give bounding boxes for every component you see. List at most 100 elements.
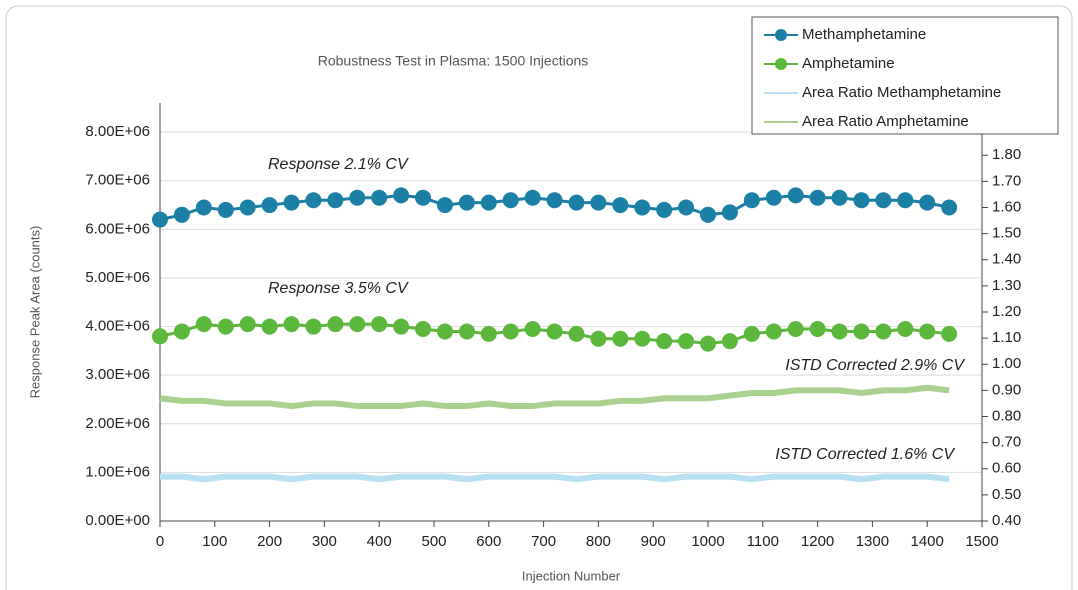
y-tick-label: 4.00E+06: [85, 318, 150, 335]
y2-tick-label: 1.30: [992, 277, 1021, 294]
y2-tick-label: 0.80: [992, 407, 1021, 424]
data-point: [327, 192, 344, 209]
data-point: [941, 325, 958, 342]
data-point: [743, 325, 760, 342]
data-point: [436, 323, 453, 340]
legend-label: Area Ratio Amphetamine: [802, 113, 969, 130]
data-point: [480, 194, 497, 211]
x-tick-label: 700: [531, 533, 556, 550]
data-point: [612, 197, 629, 214]
data-point: [546, 192, 563, 209]
data-point: [239, 316, 256, 333]
y2-tick-label: 0.40: [992, 512, 1021, 529]
data-point: [721, 333, 738, 350]
data-point: [349, 316, 366, 333]
data-point: [897, 192, 914, 209]
annotation: Response 3.5% CV: [268, 280, 409, 297]
y-tick-label: 1.00E+06: [85, 463, 150, 480]
y2-tick-label: 1.60: [992, 198, 1021, 215]
y-tick-label: 0.00E+00: [85, 512, 150, 529]
legend-label: Methamphetamine: [802, 26, 926, 43]
data-point: [283, 316, 300, 333]
data-point: [349, 189, 366, 206]
data-point: [546, 323, 563, 340]
data-point: [612, 330, 629, 347]
legend-label: Amphetamine: [802, 55, 895, 72]
y-tick-label: 7.00E+06: [85, 172, 150, 189]
data-point: [831, 189, 848, 206]
data-point: [217, 201, 234, 218]
data-point: [941, 199, 958, 216]
y2-tick-label: 1.20: [992, 303, 1021, 320]
legend-marker: [775, 58, 787, 70]
data-point: [919, 323, 936, 340]
data-point: [919, 194, 936, 211]
x-axis-label: Injection Number: [522, 568, 621, 583]
y2-tick-label: 1.00: [992, 355, 1021, 372]
data-point: [502, 192, 519, 209]
y2-tick-label: 0.70: [992, 434, 1021, 451]
data-point: [809, 189, 826, 206]
data-point: [700, 335, 716, 352]
data-point: [634, 330, 651, 347]
data-point: [458, 323, 475, 340]
y-tick-label: 3.00E+06: [85, 366, 150, 383]
data-point: [152, 328, 168, 345]
x-tick-label: 1200: [801, 533, 834, 550]
data-point: [239, 199, 256, 216]
data-point: [678, 333, 695, 350]
y2-tick-label: 0.60: [992, 460, 1021, 477]
x-tick-label: 1100: [747, 533, 779, 550]
y2-tick-label: 1.40: [992, 251, 1021, 268]
y2-tick-label: 0.90: [992, 381, 1021, 398]
annotation: ISTD Corrected 1.6% CV: [775, 446, 955, 463]
data-point: [853, 323, 870, 340]
data-point: [305, 192, 322, 209]
data-point: [502, 323, 519, 340]
x-tick-label: 0: [156, 533, 164, 550]
data-point: [721, 204, 738, 221]
x-tick-label: 300: [312, 533, 337, 550]
card: [5, 5, 1073, 590]
data-point: [656, 201, 673, 218]
data-point: [897, 321, 914, 338]
y2-tick-label: 1.50: [992, 225, 1021, 242]
data-point: [152, 211, 168, 228]
y-tick-label: 6.00E+06: [85, 220, 150, 237]
data-point: [436, 197, 453, 214]
data-point: [173, 206, 190, 223]
data-point: [195, 199, 212, 216]
data-point: [590, 194, 607, 211]
legend-box: [751, 16, 1059, 135]
data-point: [787, 321, 804, 338]
y-axis-label: Response Peak Area (counts): [27, 226, 42, 399]
data-point: [568, 194, 585, 211]
y-tick-label: 2.00E+06: [85, 415, 150, 432]
data-point: [678, 199, 695, 216]
data-point: [261, 318, 278, 335]
series-line: [159, 384, 950, 410]
x-tick-label: 400: [367, 533, 392, 550]
x-tick-label: 200: [257, 533, 282, 550]
annotation: ISTD Corrected 2.9% CV: [785, 357, 965, 374]
data-point: [283, 194, 300, 211]
data-point: [305, 318, 322, 335]
x-tick-label: 1000: [691, 533, 724, 550]
data-point: [195, 316, 212, 333]
data-point: [590, 330, 607, 347]
data-point: [393, 318, 410, 335]
y-tick-label: 8.00E+06: [85, 123, 150, 140]
data-point: [831, 323, 848, 340]
legend-label: Area Ratio Methamphetamine: [802, 84, 1001, 101]
data-point: [875, 323, 892, 340]
series-line: [160, 473, 950, 483]
data-point: [393, 187, 410, 204]
data-point: [371, 316, 388, 333]
y-tick-label: 5.00E+06: [85, 269, 150, 286]
data-point: [765, 323, 782, 340]
data-point: [853, 192, 870, 209]
y2-tick-label: 0.50: [992, 486, 1021, 503]
data-point: [700, 206, 716, 223]
data-point: [371, 189, 388, 206]
x-tick-label: 1400: [911, 533, 944, 550]
